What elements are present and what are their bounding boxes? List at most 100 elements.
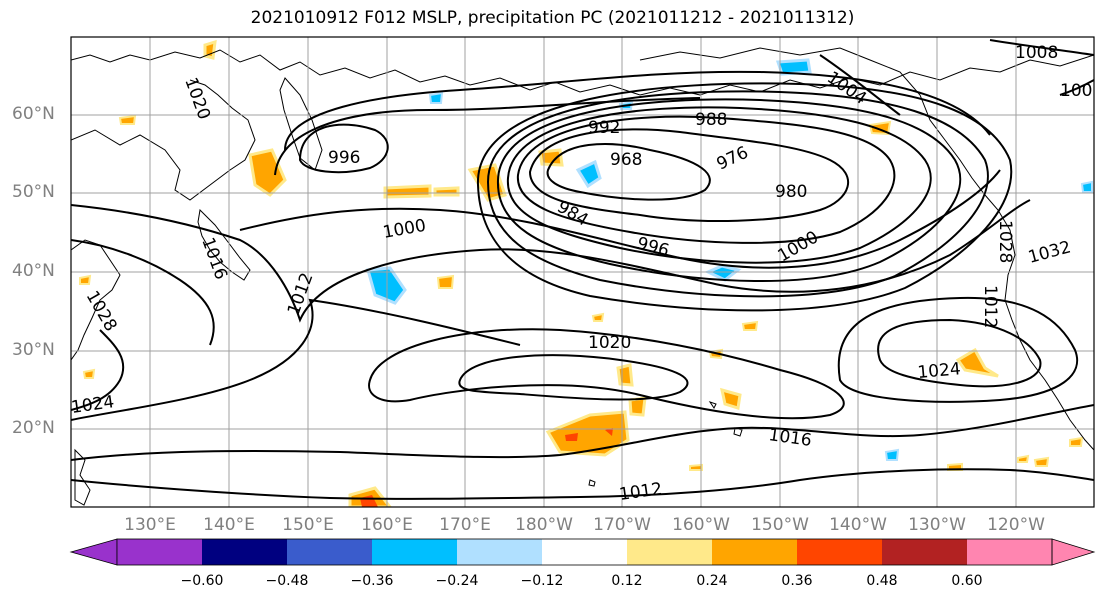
contour-label: 1000 — [1060, 81, 1103, 101]
coastline-east-asia — [71, 79, 256, 201]
lon-label: 130°E — [124, 515, 176, 535]
colorbar-tick-label: 0.24 — [696, 573, 728, 589]
contour-label: 1024 — [917, 359, 962, 383]
lat-label: 50°N — [12, 182, 55, 202]
colorbar-tick-label: −0.12 — [520, 573, 564, 589]
contour-label: 1012 — [980, 285, 1000, 328]
precip-area — [203, 39, 217, 60]
lat-label: 30°N — [12, 340, 55, 360]
coastline-asia — [71, 49, 1094, 96]
precip-area — [433, 186, 460, 197]
precip-area — [575, 159, 602, 189]
lon-label: 130°W — [908, 515, 966, 535]
contour-label: 980 — [775, 182, 807, 202]
contour-label: 992 — [588, 118, 620, 138]
colorbar-segment — [967, 539, 1052, 565]
isobar — [274, 97, 701, 176]
isobar — [71, 298, 521, 421]
isobar — [546, 143, 711, 201]
colorbar-segment — [712, 539, 797, 565]
colorbar-tick-label: 0.12 — [611, 573, 643, 589]
colorbar-segment — [797, 539, 882, 565]
precip-area — [565, 433, 578, 441]
precip-area — [1033, 456, 1050, 467]
colorbar-tick-label: 0.36 — [781, 573, 813, 589]
map-title: 2021010912 F012 MSLP, precipitation PC (… — [250, 8, 855, 28]
coastlines — [71, 47, 1094, 506]
lon-label: 170°W — [593, 515, 651, 535]
isobar — [486, 90, 989, 298]
precip-area — [720, 387, 742, 410]
colorbar-segment — [882, 539, 967, 565]
isobar — [496, 98, 962, 283]
precip-area — [628, 396, 647, 417]
precip-area — [704, 264, 742, 282]
precip-area — [1069, 436, 1084, 447]
isobar — [516, 115, 896, 244]
lon-label: 160°W — [672, 515, 730, 535]
lon-label: 150°W — [751, 515, 809, 535]
precip-shading — [79, 39, 1093, 507]
colorbar — [69, 538, 1096, 566]
lon-label: 140°W — [829, 515, 887, 535]
colorbar-tick-label: −0.24 — [435, 573, 479, 589]
colorbar-frame — [116, 538, 1053, 566]
colorbar-tick-label: −0.36 — [350, 573, 394, 589]
colorbar-segment — [117, 539, 202, 565]
precip-area — [436, 274, 455, 289]
coastline-island — [74, 448, 91, 506]
precip-area — [591, 312, 605, 322]
isobar — [284, 70, 991, 151]
coastline-east-asia — [197, 208, 251, 281]
colorbar-segment — [457, 539, 542, 565]
isobar — [819, 54, 901, 116]
isobar — [989, 39, 1094, 56]
isobar — [837, 296, 1078, 403]
isobar — [71, 199, 1031, 323]
isobars — [71, 39, 1094, 500]
isobar — [71, 468, 1094, 500]
colorbar-extend-high — [1051, 538, 1096, 566]
isobar — [877, 318, 1042, 388]
colorbar-segment — [202, 539, 287, 565]
isobar — [506, 106, 932, 264]
colorbar-tick-label: 0.60 — [951, 573, 983, 589]
precip-area — [616, 363, 634, 387]
precip-area — [1080, 180, 1093, 193]
isobar — [71, 404, 1094, 461]
precip-area — [82, 368, 96, 379]
colorbar-tick-label: 0.48 — [866, 573, 898, 589]
colorbar-segment — [287, 539, 372, 565]
contour-label: 988 — [695, 110, 727, 130]
precip-area — [955, 347, 999, 378]
precip-area — [428, 91, 444, 104]
lon-label: 170°E — [439, 515, 491, 535]
precip-area — [545, 410, 630, 457]
contour-label: 1028 — [995, 220, 1015, 263]
isobar — [476, 82, 1013, 312]
isobar — [298, 123, 389, 174]
isobar — [239, 169, 1001, 269]
precip-area — [775, 58, 812, 76]
isobar — [528, 128, 850, 223]
coastline-island — [588, 479, 596, 487]
map-frame — [70, 36, 1095, 508]
lon-label: 160°E — [361, 515, 413, 535]
isobar — [71, 239, 215, 346]
precip-area — [741, 320, 759, 331]
precip-area — [884, 448, 900, 461]
contour-label: 996 — [328, 148, 360, 168]
graticule — [71, 37, 1094, 507]
precip-area — [248, 148, 287, 197]
contour-label: 1008 — [1015, 43, 1058, 63]
precip-area — [1017, 454, 1030, 463]
isobar — [1059, 79, 1094, 96]
isobar — [368, 328, 845, 420]
lon-label: 180°W — [515, 515, 573, 535]
isobar — [71, 329, 125, 411]
precip-area — [538, 148, 564, 167]
colorbar-segment — [627, 539, 712, 565]
precip-area — [605, 428, 613, 436]
coastline-island — [708, 401, 717, 409]
